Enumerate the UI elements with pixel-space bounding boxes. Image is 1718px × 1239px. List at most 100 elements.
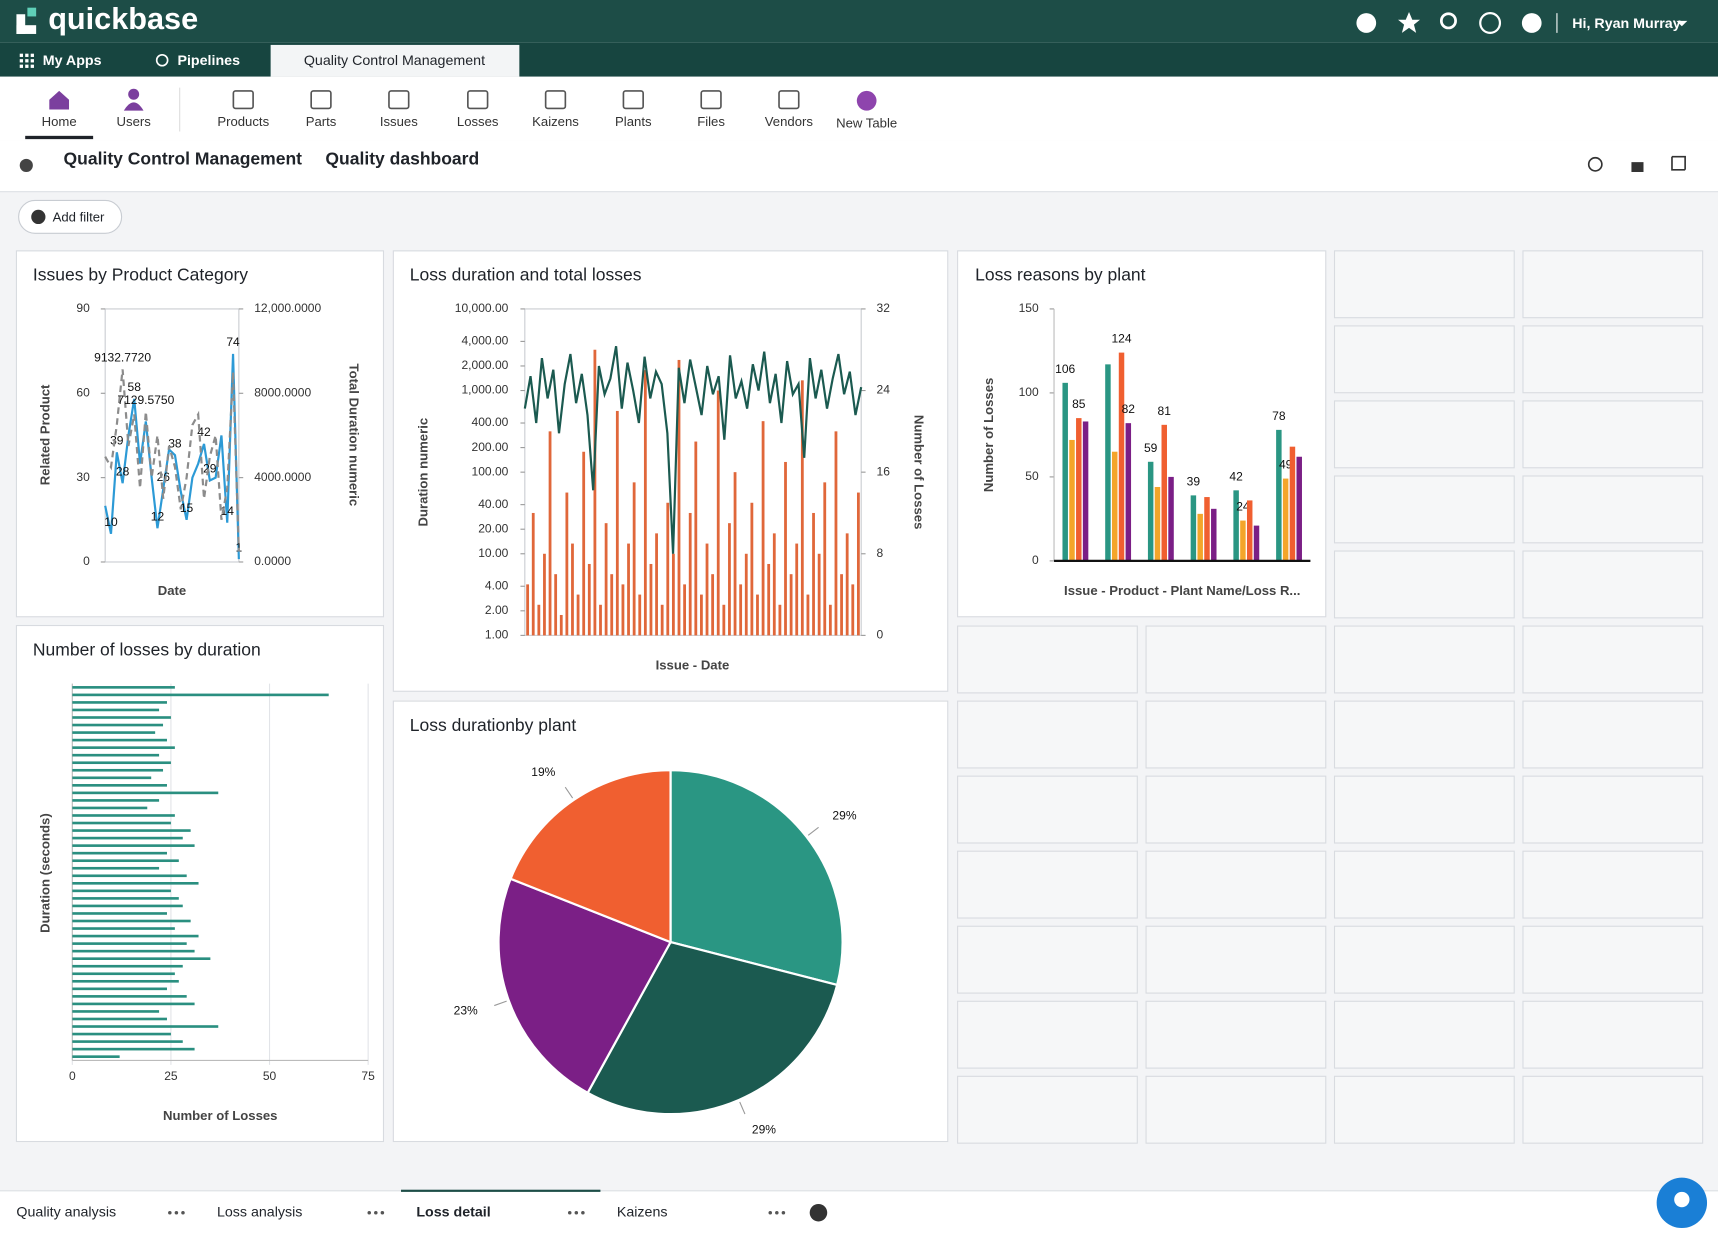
share-icon[interactable] (1587, 156, 1603, 172)
more-dot[interactable] (768, 1210, 773, 1215)
add-page[interactable] (809, 1203, 828, 1222)
bar (72, 1002, 195, 1006)
page-tab[interactable]: Loss detail (416, 1204, 490, 1220)
empty-tile (1145, 925, 1327, 994)
more-dot[interactable] (775, 1210, 779, 1215)
bar (72, 995, 187, 998)
page-tab[interactable]: Quality analysis (16, 1204, 116, 1220)
table-icon[interactable] (232, 90, 254, 110)
app-name[interactable]: Quality Control Management (64, 149, 303, 169)
apps-icon[interactable] (19, 53, 34, 68)
table-tab[interactable]: Vendors (765, 114, 814, 129)
chart-title: Issues by Product Category (33, 265, 248, 285)
more-dot[interactable] (574, 1210, 579, 1215)
filter-label[interactable]: Add filter (53, 209, 105, 224)
table-tab[interactable]: Files (697, 114, 725, 129)
empty-tile (1522, 550, 1704, 619)
table-icon[interactable] (467, 90, 489, 110)
table-tab[interactable]: Parts (306, 114, 337, 129)
tick-label: 20.00 (478, 521, 508, 535)
alert-icon[interactable] (1521, 13, 1542, 33)
nav-tab[interactable]: My Apps (43, 53, 102, 69)
add-icon[interactable] (1356, 13, 1377, 33)
bar (72, 693, 329, 697)
bar (526, 584, 530, 636)
table-icon[interactable] (128, 88, 140, 100)
table-tab[interactable]: Losses (457, 114, 499, 129)
more-dot[interactable] (781, 1210, 786, 1215)
table-tab[interactable]: Kaizens (532, 114, 579, 129)
bar (722, 604, 726, 636)
active-tab[interactable] (270, 44, 520, 77)
nav-bar (0, 42, 1718, 77)
filter-button[interactable] (18, 199, 123, 234)
user-menu[interactable]: Hi, Ryan Murray (1572, 16, 1680, 32)
data-label: 124 (1111, 332, 1131, 346)
nav-tab[interactable]: Quality Control Management (304, 53, 485, 69)
bulb-icon (1674, 1191, 1690, 1208)
fullscreen-icon[interactable] (1671, 155, 1686, 171)
chart-panel (957, 250, 1327, 618)
star-icon[interactable] (1398, 12, 1420, 33)
table-icon[interactable] (700, 90, 722, 110)
bar (1154, 486, 1161, 561)
page-tab[interactable]: Kaizens (617, 1204, 668, 1220)
table-icon[interactable] (123, 102, 144, 111)
empty-tile (957, 850, 1138, 919)
leader-line (739, 1101, 746, 1115)
tick-label: 10,000.00 (455, 301, 509, 315)
more-dot[interactable] (168, 1210, 172, 1215)
bar (767, 563, 771, 636)
bar (716, 390, 720, 636)
table-icon[interactable] (856, 90, 877, 111)
data-label: 29 (203, 462, 217, 476)
more-dot[interactable] (374, 1210, 378, 1215)
table-tab[interactable]: Home (42, 114, 77, 129)
tick-label: 12,000.0000 (254, 301, 321, 315)
table-tab[interactable]: Products (217, 114, 269, 129)
leader-line (807, 826, 819, 836)
more-dot[interactable] (181, 1210, 185, 1215)
help-icon[interactable] (1479, 12, 1502, 34)
table-tab[interactable]: Plants (615, 114, 652, 129)
empty-tile (957, 700, 1138, 769)
data-label: 15 (180, 501, 194, 515)
brand[interactable]: quickbase (48, 2, 198, 36)
page-tab[interactable]: Loss analysis (217, 1204, 302, 1220)
table-tab[interactable]: Users (117, 114, 152, 129)
settings-icon[interactable] (19, 158, 33, 172)
more-dot[interactable] (581, 1210, 585, 1215)
header-icons[interactable] (1356, 12, 1542, 34)
table-tab[interactable]: Issues (380, 114, 418, 129)
chart-title: Loss durationby plant (410, 715, 577, 735)
tick-label: 150 (1019, 301, 1039, 315)
bar (72, 882, 199, 885)
table-icon[interactable] (49, 90, 70, 110)
table-tab[interactable]: New Table (836, 115, 897, 130)
caret[interactable] (1676, 20, 1688, 27)
bar (72, 1055, 120, 1058)
bar (851, 584, 855, 636)
bar (1118, 352, 1125, 561)
bar (1276, 429, 1282, 561)
empty-tile (1333, 1000, 1515, 1069)
table-icon[interactable] (310, 90, 332, 110)
data-label: 29% (752, 1122, 776, 1136)
bar (72, 731, 156, 734)
table-icon[interactable] (388, 90, 410, 110)
more-dot[interactable] (567, 1210, 572, 1215)
table-icon[interactable] (544, 90, 567, 110)
page-name: Quality dashboard (325, 149, 479, 169)
y-axis-label: Duration (seconds) (37, 813, 52, 933)
more-dot[interactable] (380, 1210, 385, 1215)
nav-tab[interactable]: Pipelines (177, 53, 240, 69)
more-dot[interactable] (174, 1210, 179, 1215)
table-icon[interactable] (778, 90, 800, 110)
search-icon[interactable] (1439, 12, 1457, 30)
more-dot[interactable] (367, 1210, 371, 1215)
bar (72, 1047, 195, 1051)
lock-icon[interactable] (1631, 162, 1644, 172)
tick-label: 0 (83, 554, 90, 568)
table-icon[interactable] (622, 90, 644, 110)
data-label: 24 (1236, 500, 1250, 514)
